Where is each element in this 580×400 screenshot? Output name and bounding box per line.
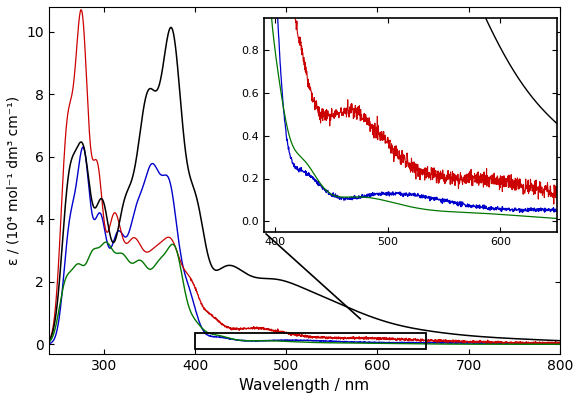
Y-axis label: ε / (10⁴ mol⁻¹ dm³ cm⁻¹): ε / (10⁴ mol⁻¹ dm³ cm⁻¹)	[7, 96, 21, 265]
Bar	[195, 333, 426, 349]
X-axis label: Wavelength / nm: Wavelength / nm	[240, 378, 369, 393]
